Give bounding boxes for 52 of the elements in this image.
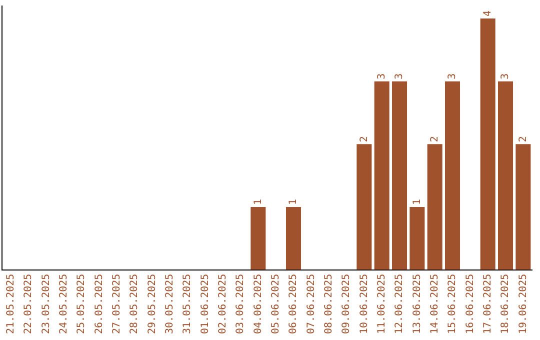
x-tick-label: 07.06.2025	[306, 274, 317, 334]
x-tick-label: 16.06.2025	[464, 274, 476, 334]
bar	[427, 144, 442, 270]
x-tick-label: 24.05.2025	[58, 274, 70, 334]
bar	[392, 81, 408, 270]
bar	[498, 81, 514, 270]
bar	[356, 144, 372, 270]
x-tick-label: 22.05.2025	[23, 274, 34, 334]
x-tick-label: 14.06.2025	[429, 274, 440, 334]
data-label: 4	[482, 10, 494, 17]
x-tick-label: 10.06.2025	[358, 274, 370, 334]
bar	[374, 81, 390, 270]
data-label: 1	[412, 198, 423, 205]
x-tick-label: 05.06.2025	[270, 274, 282, 334]
bar	[480, 18, 496, 270]
x-tick-label: 31.05.2025	[182, 274, 194, 334]
x-tick-label: 11.06.2025	[376, 274, 388, 334]
x-tick-label: 18.06.2025	[500, 274, 512, 334]
x-tick-label: 29.05.2025	[146, 274, 158, 334]
x-tick-label: 13.06.2025	[412, 274, 423, 334]
data-label: 2	[518, 136, 529, 142]
bar	[410, 206, 425, 270]
bar	[444, 81, 460, 270]
x-tick-label: 03.06.2025	[235, 274, 246, 334]
data-label: 3	[394, 73, 406, 80]
x-tick-label: 30.05.2025	[164, 274, 176, 334]
x-tick-label: 09.06.2025	[341, 274, 352, 334]
x-tick-label: 15.06.2025	[447, 274, 458, 334]
data-label: 3	[447, 73, 458, 80]
bar	[516, 144, 531, 270]
data-label: 1	[252, 198, 264, 205]
data-label: 1	[288, 198, 300, 205]
bar	[250, 206, 266, 270]
x-tick-label: 12.06.2025	[394, 274, 406, 334]
x-tick-label: 02.06.2025	[217, 274, 228, 334]
x-tick-label: 28.05.2025	[129, 274, 140, 334]
x-tick-label: 08.06.2025	[323, 274, 334, 334]
x-tick-label: 01.06.2025	[200, 274, 211, 334]
x-tick-label: 21.05.2025	[5, 274, 16, 334]
x-tick-label: 23.05.2025	[40, 274, 52, 334]
x-tick-label: 25.05.2025	[76, 274, 88, 334]
data-label: 2	[358, 136, 370, 142]
x-tick-label: 17.06.2025	[482, 274, 494, 334]
data-label: 3	[500, 73, 512, 80]
data-label: 2	[429, 136, 440, 142]
bar	[286, 206, 302, 270]
x-tick-label: 26.05.2025	[94, 274, 105, 334]
x-tick-label: 19.06.2025	[518, 274, 529, 334]
x-tick-label: 04.06.2025	[252, 274, 264, 334]
x-tick-label: 06.06.2025	[288, 274, 300, 334]
data-label: 3	[376, 73, 388, 80]
x-tick-label: 27.05.2025	[111, 274, 122, 334]
